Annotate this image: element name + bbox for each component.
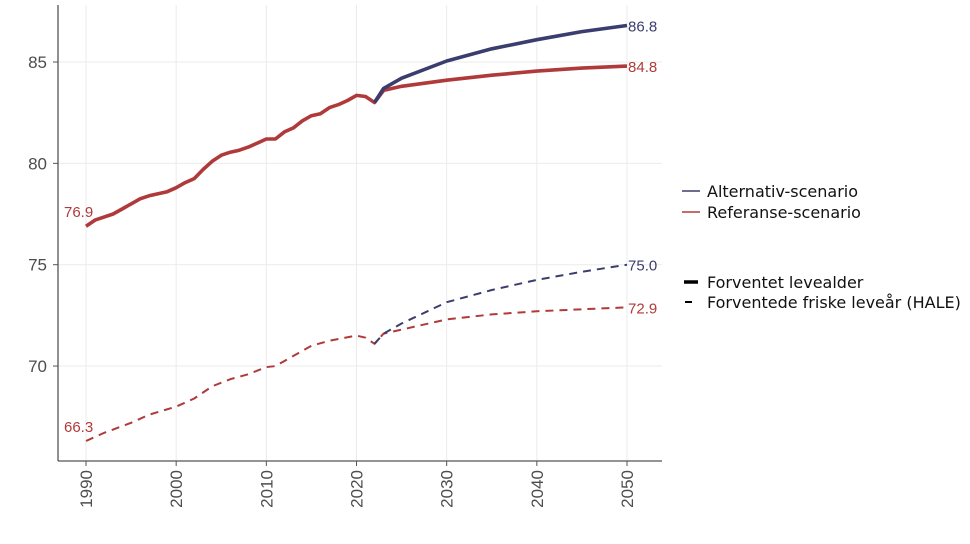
data-label: 86.8 (628, 19, 657, 36)
legend: Alternativ-scenario Referanse-scenario F… (682, 182, 961, 312)
data-label: 84.8 (628, 59, 657, 76)
x-axis-ticks: 1990 2000 2010 2020 2030 2040 2050 (77, 461, 637, 508)
data-label: 72.9 (628, 300, 657, 317)
y-tick-label: 80 (28, 154, 47, 173)
x-tick-label: 2000 (167, 470, 186, 508)
x-tick-label: 2050 (618, 470, 637, 508)
y-tick-label: 85 (28, 53, 47, 72)
life-expectancy-line-alternative (372, 23, 628, 104)
data-label: 66.3 (64, 419, 93, 436)
series-lines (84, 23, 628, 442)
hale-line-alternative (373, 263, 628, 345)
y-axis-ticks: 70 75 80 85 (28, 53, 58, 376)
x-tick-label: 2020 (348, 470, 367, 508)
data-label: 76.9 (64, 204, 93, 221)
x-tick-label: 1990 (77, 470, 96, 508)
data-labels: 76.9 66.3 86.8 84.8 75.0 72.9 (64, 19, 657, 437)
grid (58, 5, 662, 461)
legend-label-hale: Forventede friske leveår (HALE) (707, 293, 961, 312)
data-label: 75.0 (628, 258, 657, 275)
y-tick-label: 75 (28, 256, 47, 275)
x-tick-label: 2030 (438, 470, 457, 508)
legend-label-alternative: Alternativ-scenario (707, 182, 858, 201)
hale-line-reference (85, 306, 628, 442)
x-tick-label: 2010 (257, 470, 276, 508)
legend-label-reference: Referanse-scenario (707, 203, 861, 222)
x-tick-label: 2040 (528, 470, 547, 508)
y-tick-label: 70 (28, 357, 47, 376)
legend-label-life-expectancy: Forventet levealder (707, 273, 864, 292)
